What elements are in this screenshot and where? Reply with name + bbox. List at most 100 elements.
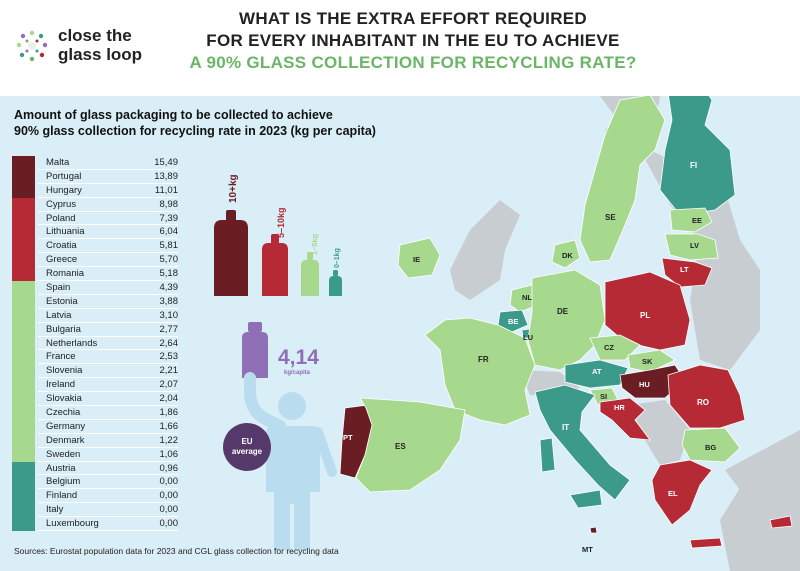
country-EL[interactable] <box>651 459 713 526</box>
country-DE[interactable] <box>527 269 606 371</box>
map-label: SE <box>605 213 616 222</box>
country-name: Romania <box>46 268 85 280</box>
tier-swatch <box>12 294 35 309</box>
row-divider <box>38 446 178 448</box>
table-row: Greece 5,70 <box>12 253 292 268</box>
country-FI[interactable] <box>659 79 736 216</box>
map-label: LT <box>680 265 689 274</box>
row-divider <box>38 349 178 351</box>
country-EE[interactable] <box>669 207 713 233</box>
country-NL[interactable] <box>509 284 539 313</box>
map-label: FR <box>478 355 489 364</box>
tier-swatch <box>12 461 35 476</box>
table-row: Belgium 0,00 <box>12 475 292 490</box>
eu-average-badge: EU average <box>223 423 271 471</box>
map-label: SI <box>600 392 607 401</box>
country-IT[interactable] <box>534 384 631 501</box>
weight-1-5-icon <box>301 252 319 296</box>
row-divider <box>38 418 178 420</box>
country-name: Sweden <box>46 448 81 460</box>
map-label: LU <box>523 333 533 342</box>
tier-swatch <box>12 406 35 420</box>
weight-10plus-icon <box>214 210 248 296</box>
country-name: Ireland <box>46 379 76 391</box>
country-EL-crete[interactable] <box>689 537 723 549</box>
table-row: Germany 1,66 <box>12 419 292 434</box>
country-value: 0,00 <box>159 518 179 530</box>
logo-text: close the glass loop <box>58 26 142 64</box>
map-label: AT <box>592 367 602 376</box>
tier-swatch <box>12 267 35 282</box>
country-CY[interactable] <box>769 515 793 529</box>
eu-average-unit: kg/capita <box>284 370 311 376</box>
country-value: 15,49 <box>154 157 178 168</box>
table-row: Luxembourg 0,00 <box>12 517 292 532</box>
country-FR[interactable] <box>424 317 536 426</box>
row-divider <box>38 488 178 490</box>
country-HR[interactable] <box>599 397 651 441</box>
country-RO[interactable] <box>667 364 746 429</box>
map-label: BE <box>508 317 518 326</box>
country-IE[interactable] <box>397 237 441 279</box>
table-row: Denmark 1,22 <box>12 433 292 448</box>
row-divider <box>38 405 178 407</box>
country-IT-sardinia[interactable] <box>539 437 556 473</box>
country-IT-sicily[interactable] <box>569 489 603 509</box>
country-DK[interactable] <box>551 239 581 269</box>
table-row: Italy 0,00 <box>12 503 292 518</box>
map-label: NL <box>522 293 532 302</box>
country-BG[interactable] <box>681 427 741 463</box>
tier-swatch <box>12 475 35 490</box>
tier-swatch <box>12 378 35 393</box>
country-LT[interactable] <box>661 257 713 288</box>
weight-label-1-5: 1–5kg <box>310 233 319 255</box>
tier-swatch <box>12 169 35 184</box>
country-value: 2,21 <box>159 365 179 377</box>
country-AT[interactable] <box>564 359 629 389</box>
country-value: 3,10 <box>159 309 179 321</box>
weights-legend <box>214 210 342 296</box>
table-row: Sweden 1,06 <box>12 447 292 462</box>
country-name: Cyprus <box>46 198 77 210</box>
country-value: 13,89 <box>154 170 178 182</box>
country-name: Spain <box>46 282 71 294</box>
country-ES[interactable] <box>355 397 466 493</box>
country-name: Malta <box>46 157 70 168</box>
tier-swatch <box>12 225 35 240</box>
tier-swatch <box>12 392 35 407</box>
tier-swatch <box>12 253 35 268</box>
tier-swatch <box>12 364 35 379</box>
logo-line2: glass loop <box>58 45 143 64</box>
source-note: Sources: Eurostat population data for 20… <box>14 546 339 556</box>
tier-swatch <box>12 183 35 198</box>
row-divider <box>38 210 178 212</box>
country-name: Lithuania <box>46 226 85 238</box>
table-row: Poland 7,39 <box>12 211 292 226</box>
title-line1: WHAT IS THE EXTRA EFFORT REQUIRED <box>238 9 587 28</box>
country-PL[interactable] <box>604 271 691 351</box>
country-BE[interactable] <box>497 309 529 333</box>
non-eu-land <box>630 400 690 465</box>
country-MT[interactable] <box>589 526 598 534</box>
table-row: Romania 5,18 <box>12 267 292 282</box>
country-SE[interactable] <box>579 94 666 263</box>
map-label: EL <box>668 489 678 498</box>
country-SK[interactable] <box>627 349 676 373</box>
country-name: Slovakia <box>46 393 82 405</box>
map-label: HR <box>614 403 625 412</box>
tier-swatch <box>12 197 35 212</box>
country-value: 5,81 <box>159 240 179 252</box>
eu-average-value: 4,14 <box>278 346 319 369</box>
map-label: IT <box>562 423 569 432</box>
eu-average-label-line1: EU <box>241 437 253 446</box>
row-divider <box>38 238 178 240</box>
country-value: 0,00 <box>159 504 179 516</box>
data-table: Malta 15,49 Portugal 13,89 Hungary 11,01 Cypru… <box>12 156 292 532</box>
country-LV[interactable] <box>664 233 719 261</box>
map-label: CZ <box>604 343 614 352</box>
country-value: 2,77 <box>159 323 179 335</box>
map-label: IE <box>413 255 420 264</box>
table-row: Slovenia 2,21 <box>12 364 292 379</box>
country-name: France <box>46 351 76 363</box>
country-CZ[interactable] <box>589 334 641 361</box>
